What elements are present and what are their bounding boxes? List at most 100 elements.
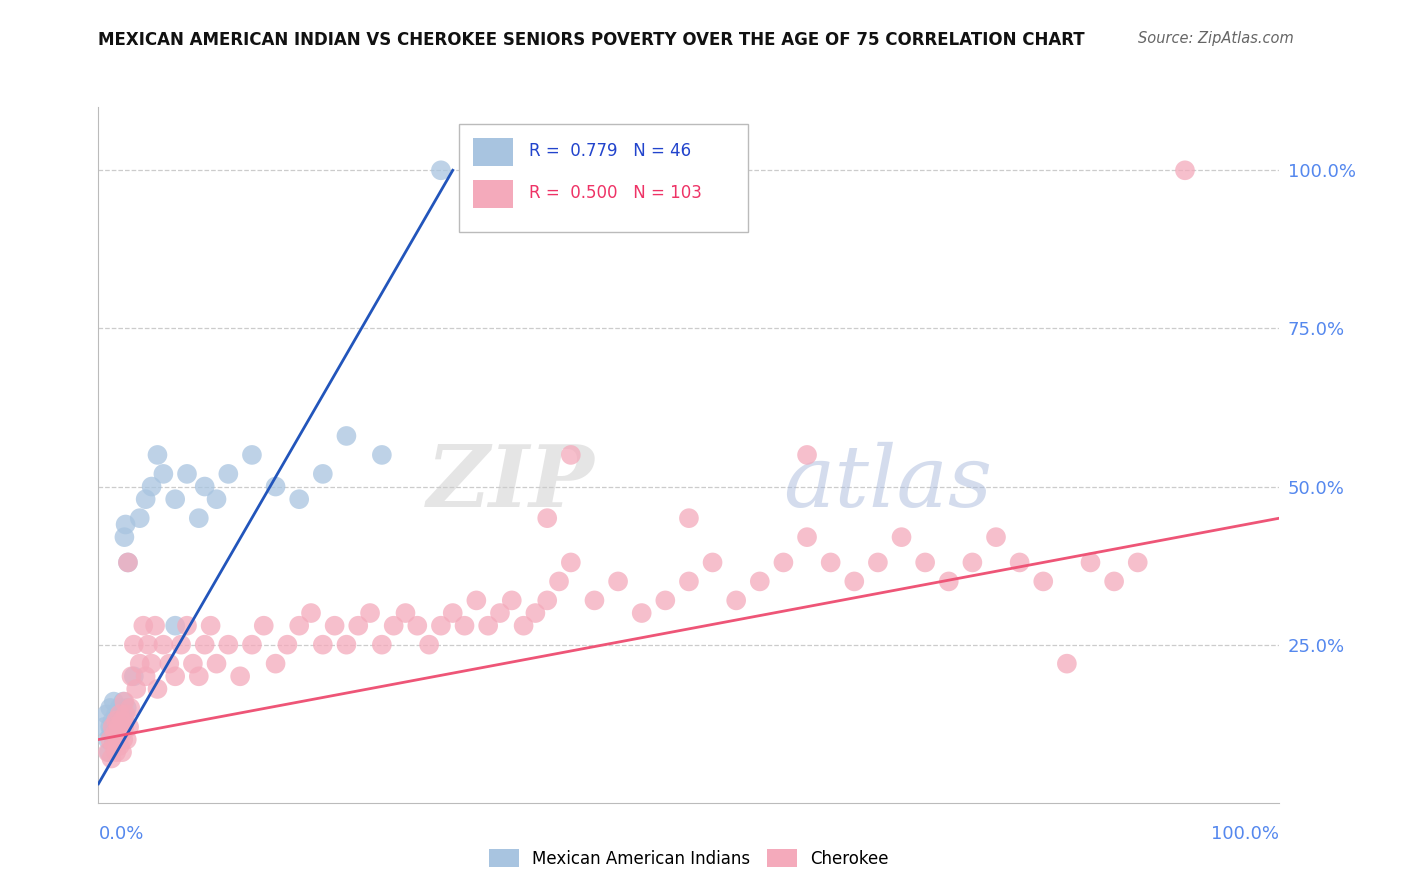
- Point: [654, 593, 676, 607]
- Point: [176, 618, 198, 632]
- Point: [820, 556, 842, 570]
- Point: [114, 517, 136, 532]
- Point: [111, 714, 134, 728]
- Text: 100.0%: 100.0%: [1212, 825, 1279, 843]
- Point: [104, 720, 127, 734]
- Point: [607, 574, 630, 589]
- Point: [524, 606, 547, 620]
- Point: [205, 492, 228, 507]
- Point: [465, 593, 488, 607]
- Bar: [472, 180, 513, 208]
- Point: [1126, 556, 1149, 570]
- Point: [128, 657, 150, 671]
- Point: [110, 714, 132, 728]
- Point: [229, 669, 252, 683]
- Text: ZIP: ZIP: [426, 441, 595, 524]
- Text: MEXICAN AMERICAN INDIAN VS CHEROKEE SENIORS POVERTY OVER THE AGE OF 75 CORRELATI: MEXICAN AMERICAN INDIAN VS CHEROKEE SENI…: [98, 31, 1085, 49]
- Point: [152, 467, 174, 481]
- Point: [217, 638, 239, 652]
- Point: [108, 707, 131, 722]
- Point: [107, 732, 129, 747]
- Point: [152, 638, 174, 652]
- Point: [418, 638, 440, 652]
- Point: [1032, 574, 1054, 589]
- Point: [107, 720, 129, 734]
- Bar: [472, 138, 513, 166]
- Legend: Mexican American Indians, Cherokee: Mexican American Indians, Cherokee: [482, 842, 896, 874]
- Point: [111, 745, 134, 759]
- Point: [1102, 574, 1125, 589]
- Point: [103, 732, 125, 747]
- Point: [114, 707, 136, 722]
- Point: [125, 681, 148, 696]
- Point: [890, 530, 912, 544]
- Text: 0.0%: 0.0%: [98, 825, 143, 843]
- Point: [96, 707, 118, 722]
- Point: [984, 530, 1007, 544]
- Point: [512, 618, 534, 632]
- Point: [128, 511, 150, 525]
- Point: [181, 657, 204, 671]
- Text: atlas: atlas: [783, 442, 993, 524]
- Point: [702, 556, 724, 570]
- Point: [98, 732, 121, 747]
- Point: [288, 492, 311, 507]
- Point: [205, 657, 228, 671]
- Point: [105, 714, 128, 728]
- Point: [118, 720, 141, 734]
- Point: [371, 448, 394, 462]
- Point: [866, 556, 889, 570]
- Point: [98, 745, 121, 759]
- Point: [112, 695, 135, 709]
- Point: [406, 618, 429, 632]
- Point: [141, 657, 163, 671]
- Point: [548, 574, 571, 589]
- Text: Source: ZipAtlas.com: Source: ZipAtlas.com: [1137, 31, 1294, 46]
- Point: [120, 701, 142, 715]
- Point: [100, 751, 122, 765]
- Point: [536, 511, 558, 525]
- Point: [536, 593, 558, 607]
- Point: [117, 556, 139, 570]
- Point: [194, 479, 217, 493]
- Point: [108, 739, 131, 753]
- Point: [240, 638, 263, 652]
- Point: [772, 556, 794, 570]
- Point: [560, 448, 582, 462]
- Point: [105, 714, 128, 728]
- Point: [938, 574, 960, 589]
- Point: [101, 720, 124, 734]
- Point: [141, 479, 163, 493]
- Point: [453, 618, 475, 632]
- Point: [187, 511, 209, 525]
- Point: [136, 638, 159, 652]
- Point: [115, 732, 138, 747]
- Point: [560, 556, 582, 570]
- Point: [678, 574, 700, 589]
- Point: [135, 669, 157, 683]
- Point: [501, 593, 523, 607]
- Point: [796, 530, 818, 544]
- Point: [583, 593, 606, 607]
- Point: [371, 638, 394, 652]
- Point: [217, 467, 239, 481]
- Point: [1056, 657, 1078, 671]
- Point: [146, 681, 169, 696]
- Point: [394, 606, 416, 620]
- Point: [1080, 556, 1102, 570]
- Point: [170, 638, 193, 652]
- Point: [93, 720, 115, 734]
- Point: [264, 657, 287, 671]
- Point: [97, 745, 120, 759]
- Point: [132, 618, 155, 632]
- Point: [630, 606, 652, 620]
- Point: [101, 714, 124, 728]
- Point: [100, 726, 122, 740]
- Point: [276, 638, 298, 652]
- Point: [312, 638, 335, 652]
- Point: [748, 574, 770, 589]
- Point: [112, 530, 135, 544]
- Point: [288, 618, 311, 632]
- Point: [157, 657, 180, 671]
- Point: [678, 511, 700, 525]
